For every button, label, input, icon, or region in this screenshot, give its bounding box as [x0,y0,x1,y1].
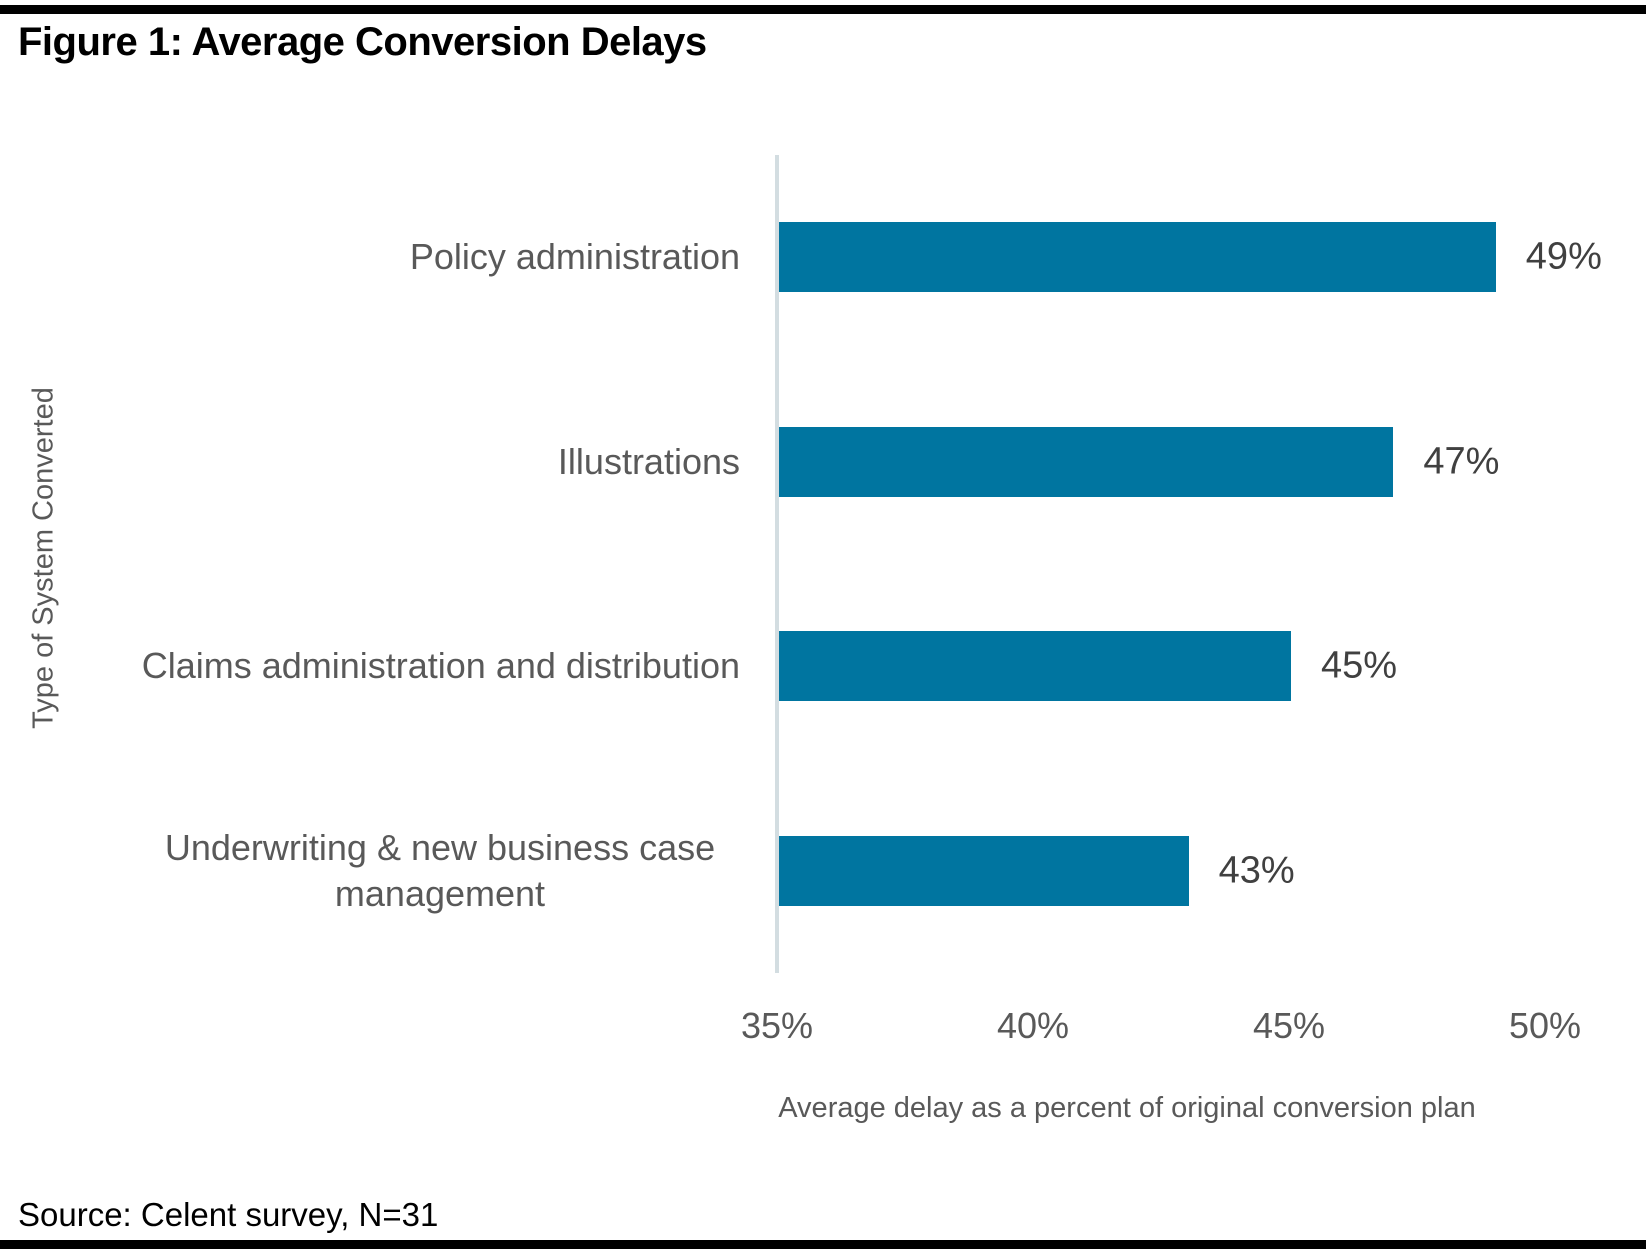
x-axis-title: Average delay as a percent of original c… [778,1092,1476,1124]
top-rule [0,5,1646,14]
bar [779,426,1394,497]
bar [779,631,1291,702]
x-tick-label: 35% [740,1005,814,1046]
y-axis-line [775,155,779,973]
bottom-rule [0,1240,1646,1249]
value-label: 43% [1218,849,1295,892]
value-label: 45% [1321,644,1398,687]
bar-row: Claims administration and distribution 4… [0,564,1646,769]
bar [779,222,1496,293]
source-note: Source: Celent survey, N=31 [18,1196,439,1233]
bar-row: Underwriting & new business case managem… [0,769,1646,974]
category-label: Illustrations [557,440,740,482]
category-label: Underwriting & new business case managem… [164,826,716,914]
x-axis-ticks: 35% 40% 45% 50% [0,1005,1646,1055]
bar [779,835,1189,906]
x-tick-label: 40% [996,1005,1070,1046]
value-label: 47% [1423,440,1500,483]
bar-row: Illustrations 47% [0,360,1646,565]
x-tick-label: 50% [1508,1005,1582,1046]
figure-title: Figure 1: Average Conversion Delays [18,20,707,64]
value-label: 49% [1525,235,1602,278]
category-label: Claims administration and distribution [141,645,740,687]
x-tick-label: 45% [1252,1005,1326,1046]
category-label: Policy administration [409,236,740,278]
bar-row: Policy administration 49% [0,155,1646,360]
bar-chart-plot-area: Policy administration 49% Illustrations … [0,155,1646,973]
